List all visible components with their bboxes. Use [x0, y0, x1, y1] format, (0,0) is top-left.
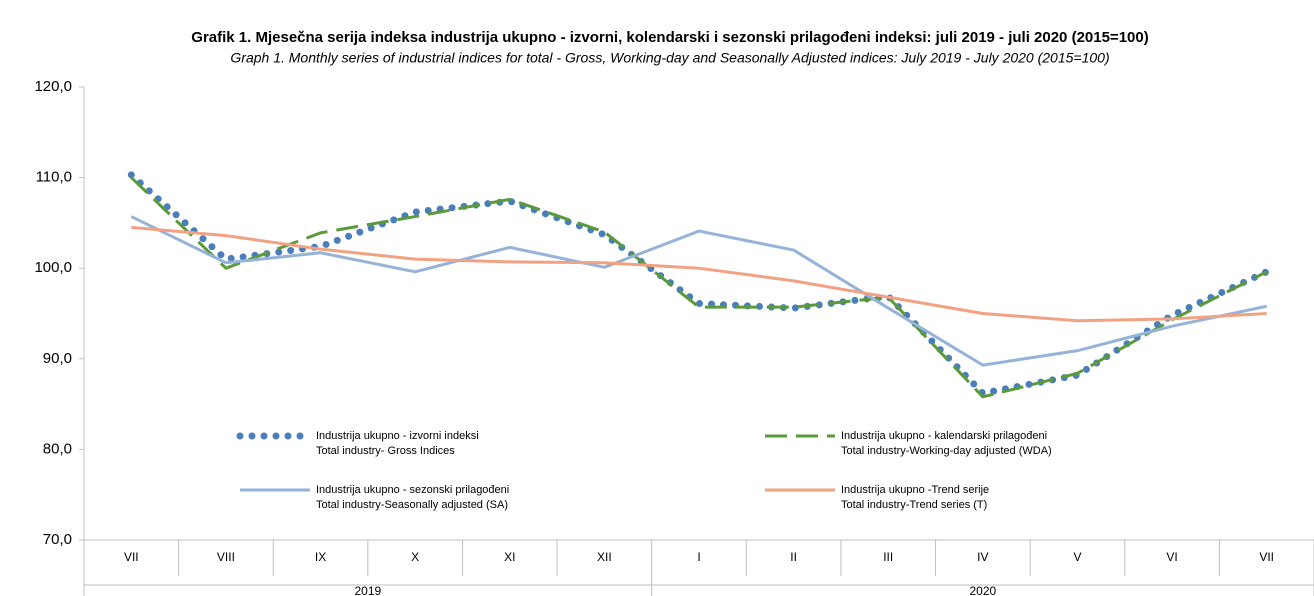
- x-tick-label: IX: [315, 550, 326, 564]
- legend-label: Total industry- Gross Indices: [316, 445, 455, 457]
- x-tick-label: IV: [977, 550, 988, 564]
- legend-label: Industrija ukupno - sezonski prilagođeni: [316, 484, 509, 496]
- x-tick-label: VII: [124, 550, 139, 564]
- x-tick-label: III: [883, 550, 893, 564]
- y-tick-label: 110,0: [36, 169, 72, 186]
- y-tick-label: 120,0: [34, 78, 72, 95]
- x-tick-label: VII: [1259, 550, 1274, 564]
- x-tick-label: II: [790, 550, 797, 564]
- x-tick-label: X: [411, 550, 419, 564]
- y-tick-label: 90,0: [43, 350, 72, 367]
- series-line: [131, 225, 1267, 323]
- legend-label: Industrija ukupno -Trend serije: [841, 484, 989, 496]
- legend-label: Total industry-Working-day adjusted (WDA…: [841, 445, 1052, 457]
- year-label: 2020: [969, 584, 996, 596]
- legend-label: Industrija ukupno - kalendarski prilagođ…: [841, 430, 1047, 442]
- y-tick-label: 70,0: [43, 531, 72, 548]
- x-tick-label: VI: [1166, 550, 1177, 564]
- x-tick-label: XI: [504, 550, 515, 564]
- chart-subtitle: Graph 1. Monthly series of industrial in…: [230, 50, 1109, 66]
- legend-label: Industrija ukupno - izvorni indeksi: [316, 430, 479, 442]
- year-label: 2019: [354, 584, 381, 596]
- y-tick-label: 100,0: [34, 259, 72, 276]
- series-line: [130, 215, 1267, 367]
- x-tick-label: I: [697, 550, 700, 564]
- chart-title: Grafik 1. Mjesečna serija indeksa indust…: [191, 29, 1148, 46]
- legend-label: Total industry-Trend series (T): [841, 499, 987, 511]
- legend-label: Total industry-Seasonally adjusted (SA): [316, 499, 508, 511]
- series-line: [130, 176, 1268, 399]
- x-tick-label: VIII: [217, 550, 235, 564]
- x-tick-label: V: [1073, 550, 1081, 564]
- y-tick-label: 80,0: [43, 440, 72, 457]
- series-line: [127, 171, 1271, 397]
- x-tick-label: XII: [597, 550, 612, 564]
